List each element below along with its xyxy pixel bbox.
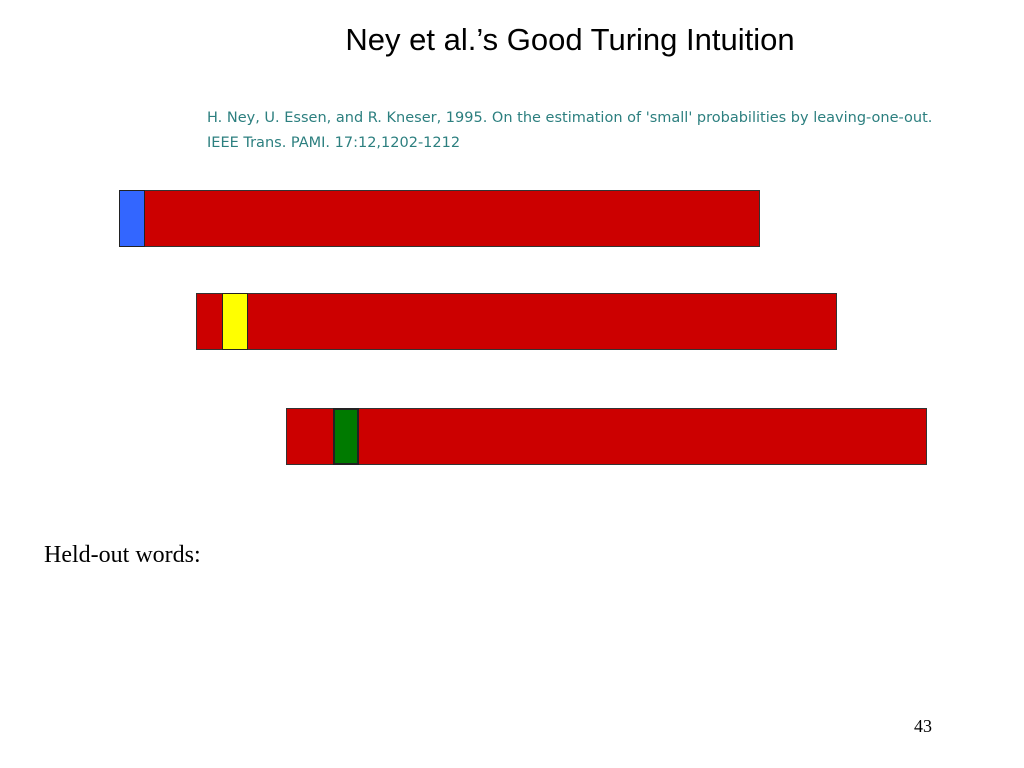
held-out-marker-2 bbox=[222, 293, 248, 350]
held-out-marker-1 bbox=[119, 190, 145, 247]
corpus-bar-1 bbox=[119, 190, 760, 247]
page-number: 43 bbox=[914, 716, 932, 736]
slide-title: Ney et al.’s Good Turing Intuition bbox=[345, 22, 795, 57]
citation: H. Ney, U. Essen, and R. Kneser, 1995. O… bbox=[207, 106, 1017, 156]
held-out-words-label: Held-out words: bbox=[44, 542, 201, 568]
corpus-bar-3 bbox=[286, 408, 927, 465]
citation-line-2: IEEE Trans. PAMI. 17:12,1202-1212 bbox=[207, 135, 461, 151]
citation-line-1: H. Ney, U. Essen, and R. Kneser, 1995. O… bbox=[207, 110, 933, 126]
corpus-bar-2 bbox=[196, 293, 837, 350]
held-out-marker-3 bbox=[333, 408, 359, 465]
